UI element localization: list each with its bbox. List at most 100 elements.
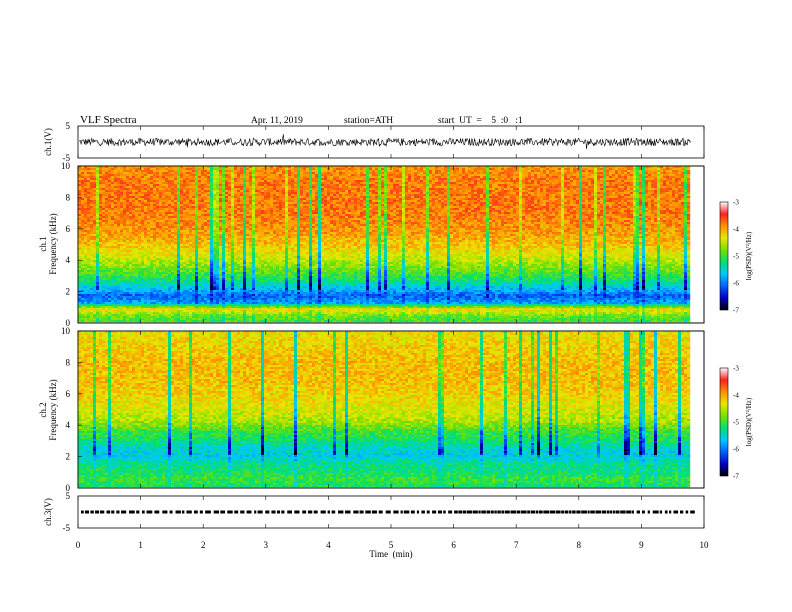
spectrogram-cell xyxy=(171,168,174,170)
spectrogram-cell xyxy=(195,274,198,276)
spectrogram-cell xyxy=(177,306,180,308)
spectrogram-cell xyxy=(219,196,222,198)
spectrogram-cell xyxy=(186,254,189,256)
spectrogram-cell xyxy=(180,282,183,284)
spectrogram-cell xyxy=(246,184,249,186)
spectrogram-cell xyxy=(111,306,114,308)
spectrogram-cell xyxy=(174,306,177,308)
spectrogram-cell xyxy=(231,268,234,270)
spectrogram-cell xyxy=(246,198,249,200)
spectrogram-cell xyxy=(198,184,201,186)
spectrogram-cell xyxy=(159,210,162,212)
spectrogram-cell xyxy=(213,298,216,300)
spectrogram-cell xyxy=(216,222,219,224)
spectrogram-cell xyxy=(228,306,231,308)
spectrogram-cell xyxy=(132,282,135,284)
spectrogram-cell xyxy=(189,216,192,218)
spectrogram-cell xyxy=(177,276,180,278)
spectrogram-cell xyxy=(135,204,138,206)
spectrogram-cell xyxy=(231,270,234,272)
spectrogram-cell xyxy=(129,190,132,192)
spectrogram-cell xyxy=(189,260,192,262)
spectrogram-cell xyxy=(249,220,252,222)
spectrogram-cell xyxy=(144,272,147,274)
spectrogram-cell xyxy=(162,298,165,300)
spectrogram-cell xyxy=(150,254,153,256)
spectrogram-cell xyxy=(183,252,186,254)
spectrogram-cell xyxy=(231,254,234,256)
spectrogram-cell xyxy=(240,264,243,266)
spectrogram-cell xyxy=(165,282,168,284)
spectrogram-cell xyxy=(156,186,159,188)
spectrogram-cell xyxy=(198,248,201,250)
spectrogram-cell xyxy=(183,172,186,174)
spectrogram-cell xyxy=(228,280,231,282)
spectrogram-cell xyxy=(171,190,174,192)
spectrogram-cell xyxy=(174,194,177,196)
spectrogram-cell xyxy=(159,258,162,260)
spectrogram-cell xyxy=(120,296,123,298)
spectrogram-cell xyxy=(171,252,174,254)
spectrogram-cell xyxy=(174,296,177,298)
spectrogram-cell xyxy=(141,188,144,190)
spectrogram-cell xyxy=(129,172,132,174)
spectrogram-cell xyxy=(180,240,183,242)
spectrogram-cell xyxy=(120,188,123,190)
spectrogram-cell xyxy=(114,222,117,224)
spectrogram-cell xyxy=(96,290,99,292)
spectrogram-cell xyxy=(96,254,99,256)
spectrogram-cell xyxy=(249,312,252,314)
spectrogram-cell xyxy=(129,312,132,314)
spectrogram-cell xyxy=(117,310,120,312)
spectrogram-cell xyxy=(123,276,126,278)
spectrogram-cell xyxy=(114,178,117,180)
spectrogram-cell xyxy=(210,198,213,200)
spectrogram-cell xyxy=(198,200,201,202)
spectrogram-cell xyxy=(195,208,198,210)
spectrogram-cell xyxy=(180,174,183,176)
spectrogram-cell xyxy=(213,174,216,176)
spectrogram-cell xyxy=(237,250,240,252)
spectrogram-cell xyxy=(213,294,216,296)
spectrogram-cell xyxy=(234,230,237,232)
spectrogram-cell xyxy=(174,212,177,214)
spectrogram-cell xyxy=(201,216,204,218)
spectrogram-cell xyxy=(111,288,114,290)
spectrogram-cell xyxy=(246,254,249,256)
spectrogram-cell xyxy=(201,204,204,206)
spectrogram-cell xyxy=(171,222,174,224)
spectrogram-cell xyxy=(99,282,102,284)
spectrogram-cell xyxy=(144,244,147,246)
spectrogram-cell xyxy=(147,196,150,198)
spectrogram-cell xyxy=(147,234,150,236)
spectrogram-cell xyxy=(231,226,234,228)
spectrogram-cell xyxy=(114,266,117,268)
spectrogram-cell xyxy=(120,270,123,272)
spectrogram-cell xyxy=(210,306,213,308)
spectrogram-cell xyxy=(210,294,213,296)
spectrogram-cell xyxy=(171,318,174,320)
spectrogram-cell xyxy=(129,244,132,246)
spectrogram-cell xyxy=(201,310,204,312)
spectrogram-cell xyxy=(195,214,198,216)
spectrogram-cell xyxy=(120,212,123,214)
spectrogram-cell xyxy=(219,232,222,234)
spectrogram-cell xyxy=(165,270,168,272)
spectrogram-cell xyxy=(114,290,117,292)
spectrogram-cell xyxy=(114,210,117,212)
spectrogram-cell xyxy=(162,276,165,278)
spectrogram-cell xyxy=(81,314,84,316)
spectrogram-cell xyxy=(222,302,225,304)
spectrogram-cell xyxy=(195,282,198,284)
spectrogram-cell xyxy=(129,310,132,312)
spectrogram-cell xyxy=(93,270,96,272)
spectrogram-cell xyxy=(165,292,168,294)
spectrogram-cell xyxy=(162,286,165,288)
spectrogram-cell xyxy=(240,176,243,178)
spectrogram-cell xyxy=(243,248,246,250)
spectrogram-cell xyxy=(198,280,201,282)
spectrogram-cell xyxy=(123,226,126,228)
spectrogram-cell xyxy=(210,236,213,238)
spectrogram-cell xyxy=(108,182,111,184)
spectrogram-cell xyxy=(183,176,186,178)
